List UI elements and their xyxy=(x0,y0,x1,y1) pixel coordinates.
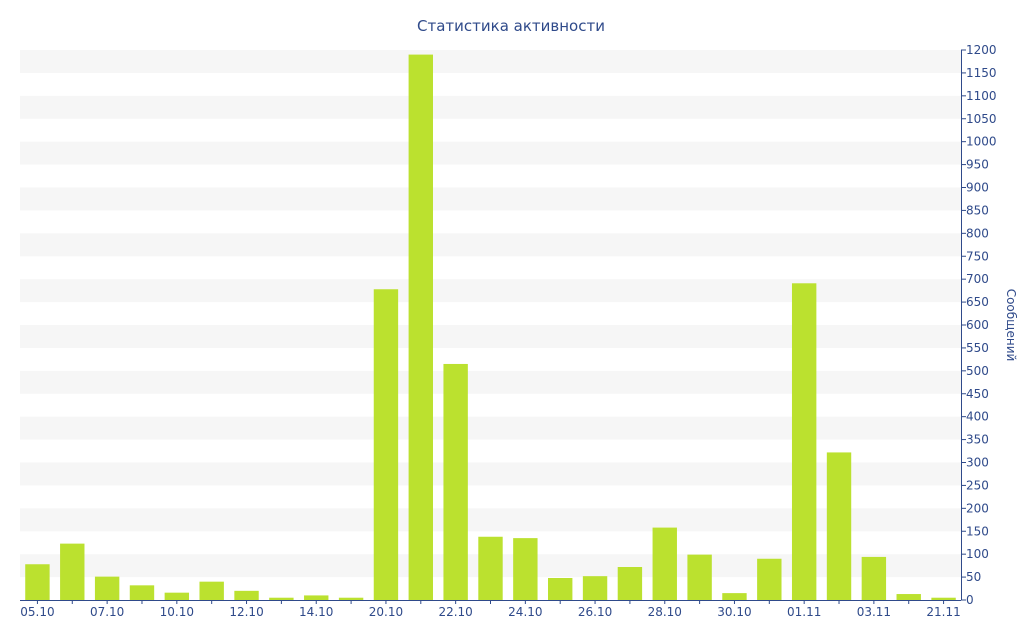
x-tick-label: 10.10 xyxy=(160,605,194,619)
bar xyxy=(791,283,817,600)
bar xyxy=(60,543,85,600)
y-tick-label: 1200 xyxy=(966,43,997,57)
y-tick-label: 800 xyxy=(966,226,989,240)
x-tick-label: 07.10 xyxy=(90,605,124,619)
bar xyxy=(338,597,364,600)
x-tick-label: 12.10 xyxy=(229,605,263,619)
bar xyxy=(896,594,921,600)
bar xyxy=(373,289,399,600)
grid-band xyxy=(20,187,961,211)
bar xyxy=(687,554,712,600)
bar xyxy=(931,597,956,600)
bar xyxy=(199,581,224,600)
x-tick-labels: 05.10 07.10 10.10 12.10 14.10 20.10 22.10 24.10… xyxy=(20,600,961,619)
y-tick-label: 750 xyxy=(966,249,989,263)
y-tick-label: 1150 xyxy=(966,66,997,80)
y-tick-label: 50 xyxy=(966,570,981,584)
x-tick-label: 01.11 xyxy=(787,605,821,619)
grid-band xyxy=(20,95,961,119)
y-tick-label: 450 xyxy=(966,387,989,401)
y-tick-label: 1000 xyxy=(966,135,997,149)
bar xyxy=(408,54,433,601)
chart-title: Статистика активности xyxy=(417,17,605,35)
bar xyxy=(129,585,155,600)
bar xyxy=(94,576,120,600)
y-axis-label: Сообщений xyxy=(1004,289,1018,362)
y-tick-label: 900 xyxy=(966,181,989,195)
y-tick-label: 850 xyxy=(966,203,989,217)
y-tick-label: 700 xyxy=(966,272,989,286)
x-tick-label: 03.11 xyxy=(857,605,891,619)
y-tick-label: 250 xyxy=(966,478,989,492)
y-tick-labels: 0 50 100 150 200 250 300 350 400 450 500 550 600 650 7… xyxy=(961,43,997,607)
bar xyxy=(861,556,887,600)
x-tick-label: 26.10 xyxy=(578,605,612,619)
y-tick-label: 350 xyxy=(966,433,989,447)
x-tick-label: 21.11 xyxy=(926,605,960,619)
x-tick-label: 20.10 xyxy=(369,605,403,619)
bar xyxy=(478,536,503,600)
y-tick-label: 950 xyxy=(966,158,989,172)
bar xyxy=(25,564,50,600)
grid-band xyxy=(20,508,961,532)
x-tick-label: 28.10 xyxy=(648,605,682,619)
bar xyxy=(617,567,643,600)
x-tick-label: 22.10 xyxy=(438,605,472,619)
y-tick-label: 600 xyxy=(966,318,989,332)
bar xyxy=(652,527,677,600)
x-tick-label: 30.10 xyxy=(717,605,751,619)
bar xyxy=(722,593,747,600)
x-tick-label: 24.10 xyxy=(508,605,542,619)
y-tick-label: 100 xyxy=(966,547,989,561)
y-tick-label: 550 xyxy=(966,341,989,355)
y-tick-label: 500 xyxy=(966,364,989,378)
y-tick-label: 150 xyxy=(966,524,989,538)
bar xyxy=(234,590,259,600)
bar xyxy=(269,597,294,600)
grid-band xyxy=(20,462,961,486)
grid-band xyxy=(20,50,961,73)
grid-band xyxy=(20,416,961,440)
y-tick-label: 400 xyxy=(966,410,989,424)
grid-band xyxy=(20,141,961,165)
grid-band xyxy=(20,279,961,303)
grid-band xyxy=(20,370,961,394)
y-tick-label: 300 xyxy=(966,456,989,470)
y-tick-label: 1100 xyxy=(966,89,997,103)
bars-group xyxy=(25,54,956,601)
y-tick-label: 650 xyxy=(966,295,989,309)
bar xyxy=(164,592,190,600)
x-tick-label: 05.10 xyxy=(20,605,54,619)
bar xyxy=(513,538,538,600)
bar xyxy=(443,363,468,600)
grid-band xyxy=(20,325,961,348)
x-tick-label: 14.10 xyxy=(299,605,333,619)
bar xyxy=(582,576,608,600)
y-tick-label: 0 xyxy=(966,593,974,607)
grid-band xyxy=(20,233,961,257)
bar xyxy=(757,558,782,600)
grid-bands xyxy=(20,50,961,578)
bar xyxy=(304,595,329,600)
y-tick-label: 200 xyxy=(966,501,989,515)
bar xyxy=(548,578,573,600)
y-tick-label: 1050 xyxy=(966,112,997,126)
bar xyxy=(826,452,852,600)
